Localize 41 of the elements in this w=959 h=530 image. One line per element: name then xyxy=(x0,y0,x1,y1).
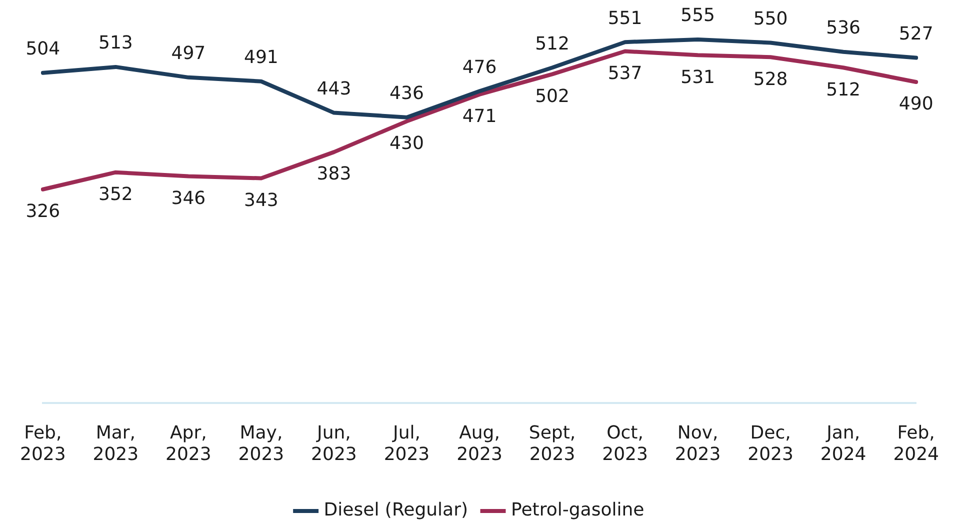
data-label: 513 xyxy=(98,32,133,54)
data-label: 326 xyxy=(26,201,60,222)
data-label: 551 xyxy=(608,8,642,29)
data-label: 536 xyxy=(826,18,861,39)
data-label: 512 xyxy=(535,33,570,54)
data-label: 527 xyxy=(898,23,934,44)
x-tick-label: Jun, 2023 xyxy=(311,422,357,465)
data-label: 504 xyxy=(26,38,60,60)
data-label: 443 xyxy=(316,78,352,100)
x-tick-label: Mar, 2023 xyxy=(92,422,139,465)
data-label: 430 xyxy=(390,132,424,154)
data-label: 352 xyxy=(98,184,133,206)
x-tick-label: Jan, 2024 xyxy=(820,422,866,465)
x-tick-label: Feb, 2024 xyxy=(893,422,939,465)
data-label: 490 xyxy=(898,94,934,115)
data-label: 550 xyxy=(753,8,788,30)
x-tick-label: May, 2023 xyxy=(238,422,284,465)
data-label: 502 xyxy=(535,86,570,107)
x-tick-label: Feb, 2023 xyxy=(20,422,66,465)
data-label: 531 xyxy=(680,66,715,88)
data-label: 476 xyxy=(462,56,497,78)
data-label: 528 xyxy=(753,68,788,90)
legend-label: Petrol-gasoline xyxy=(511,500,644,521)
x-tick-label: Aug, 2023 xyxy=(456,422,502,465)
data-label: 555 xyxy=(680,5,715,26)
data-label: 436 xyxy=(390,83,424,104)
x-tick-label: Nov, 2023 xyxy=(674,422,721,465)
data-label: 537 xyxy=(608,62,642,84)
x-tick-label: Dec, 2023 xyxy=(748,422,794,465)
x-tick-label: Oct, 2023 xyxy=(602,422,648,465)
data-label: 471 xyxy=(462,106,497,128)
data-label: 343 xyxy=(244,190,278,211)
x-tick-label: Apr, 2023 xyxy=(166,422,212,465)
data-label: 512 xyxy=(826,79,861,100)
data-label: 346 xyxy=(171,188,206,209)
x-tick-label: Jul, 2023 xyxy=(384,422,430,465)
legend-label: Diesel (Regular) xyxy=(324,500,468,521)
data-label: 497 xyxy=(171,43,206,64)
x-tick-label: Sept, 2023 xyxy=(528,422,576,465)
data-label: 383 xyxy=(316,164,352,185)
data-label: 491 xyxy=(244,47,278,68)
